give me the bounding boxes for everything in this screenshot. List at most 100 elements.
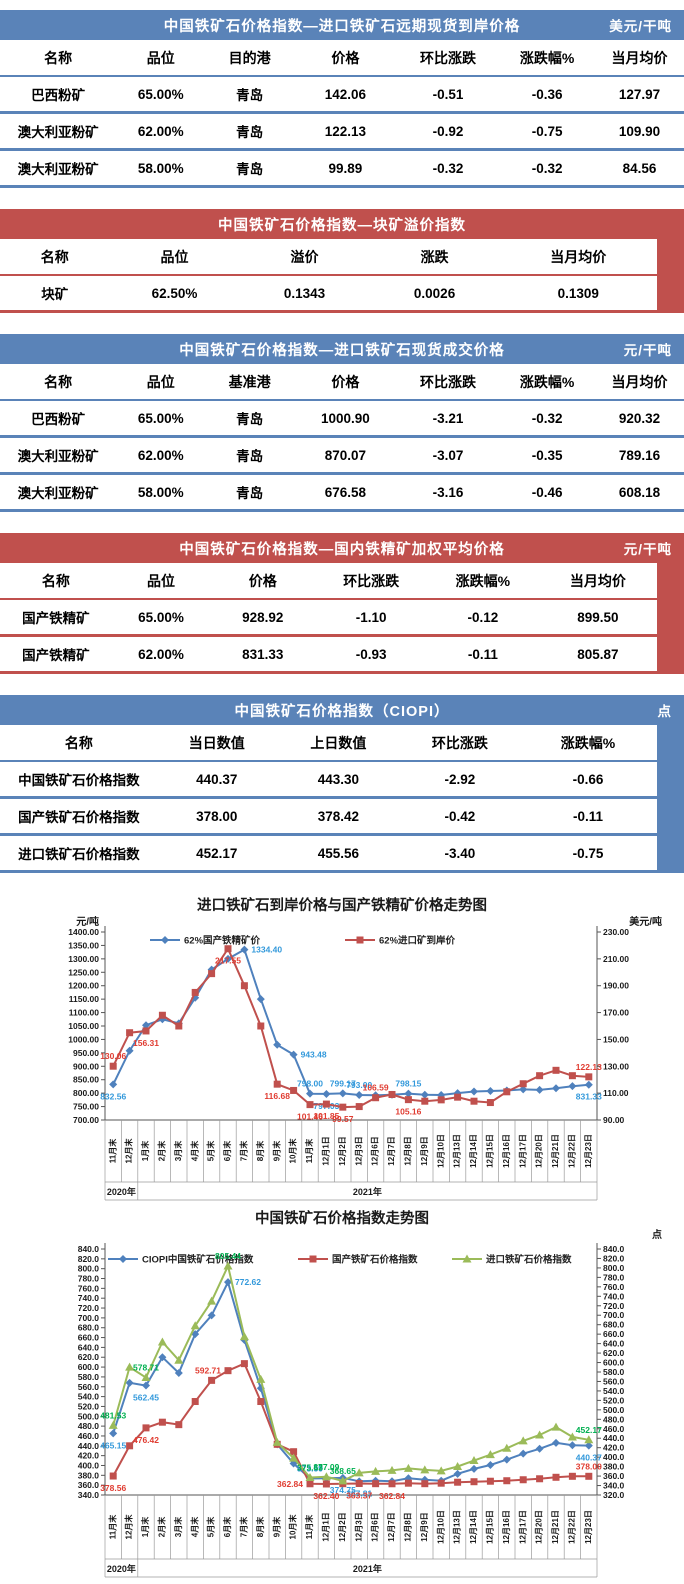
value-cell: -3.07 (432, 447, 464, 463)
header-row: 名称 当日数值 上日数值 环比涨跌 涨跌幅% (0, 725, 657, 761)
svg-text:400.0: 400.0 (603, 1452, 625, 1462)
svg-text:12月15日: 12月15日 (486, 1134, 495, 1168)
table-title: 中国铁矿石价格指数（CIOPI） (234, 703, 450, 720)
value-cell: 65.00% (138, 609, 184, 625)
svg-text:11月末: 11月末 (107, 1515, 117, 1539)
svg-text:460.0: 460.0 (603, 1424, 625, 1434)
svg-text:340.0: 340.0 (603, 1481, 625, 1491)
row-name-cell: 澳大利亚粉矿 (17, 162, 99, 177)
svg-text:3月末: 3月末 (173, 1517, 183, 1537)
data-label: 793.00 (346, 1080, 372, 1090)
value-cell: -0.51 (432, 86, 464, 102)
svg-text:12月23日: 12月23日 (584, 1510, 593, 1544)
svg-text:620.0: 620.0 (78, 1352, 100, 1362)
value-cell: 122.13 (324, 123, 367, 139)
svg-text:850.00: 850.00 (73, 1075, 99, 1085)
column-header: 目的港 (228, 50, 271, 66)
value-cell: 608.18 (618, 484, 661, 500)
value-cell: 65.00% (137, 86, 184, 102)
svg-text:12月7日: 12月7日 (387, 1136, 396, 1165)
svg-text:12月6日: 12月6日 (371, 1136, 380, 1165)
column-header: 溢价 (290, 249, 319, 265)
row-name-cell: 澳大利亚粉矿 (17, 125, 99, 140)
value-cell: -0.32 (531, 160, 563, 176)
price-table-2: 中国铁矿石价格指数—块矿溢价指数 名称 品位 溢价 涨跌 当月均价 块矿 62.50% 0.13… (0, 209, 684, 313)
column-header: 价格 (331, 374, 360, 390)
column-header: 涨跌幅% (519, 374, 575, 390)
value-cell: -0.46 (531, 484, 563, 500)
value-cell: -0.75 (531, 123, 563, 139)
svg-text:4月末: 4月末 (189, 1141, 199, 1161)
svg-text:800.0: 800.0 (78, 1264, 100, 1274)
table-title-bar: 中国铁矿石价格指数—块矿溢价指数 (0, 209, 684, 239)
value-cell: 831.33 (242, 646, 284, 662)
svg-text:12月9日: 12月9日 (420, 1512, 429, 1541)
svg-text:5月末: 5月末 (206, 1141, 216, 1161)
svg-text:1050.00: 1050.00 (68, 1021, 99, 1031)
column-header: 品位 (160, 249, 189, 265)
table-title-bar: 中国铁矿石价格指数—进口铁矿石远期现货到岸价格 美元/干吨 (0, 10, 684, 40)
row-name-cell: 澳大利亚粉矿 (17, 486, 99, 501)
data-label: 362.84 (379, 1491, 405, 1501)
table-row: 巴西粉矿 65.00% 青岛 142.06 -0.51 -0.36 127.97 (0, 76, 684, 113)
value-cell: 870.07 (324, 447, 367, 463)
table-title-bar: 中国铁矿石价格指数—进口铁矿石现货成交价格 元/干吨 (0, 334, 684, 364)
column-header: 品位 (146, 50, 175, 66)
row-name-cell: 中国铁矿石价格指数 (18, 773, 140, 788)
value-cell: 青岛 (236, 486, 264, 501)
data-label: 476.42 (133, 1435, 159, 1445)
table-unit-label: 美元/干吨 (609, 19, 672, 34)
table-row: 澳大利亚粉矿 58.00% 青岛 99.89 -0.32 -0.32 84.56 (0, 150, 684, 187)
svg-text:580.0: 580.0 (78, 1372, 100, 1382)
svg-text:340.0: 340.0 (78, 1490, 100, 1500)
svg-text:700.00: 700.00 (73, 1115, 99, 1125)
svg-text:12月9日: 12月9日 (420, 1136, 429, 1165)
svg-text:1100.00: 1100.00 (69, 1008, 100, 1018)
legend-label: 62%国产铁精矿价 (184, 935, 261, 947)
svg-text:640.0: 640.0 (603, 1339, 625, 1349)
svg-text:9月末: 9月末 (271, 1517, 281, 1537)
value-cell: 127.97 (618, 86, 661, 102)
data-label: 465.15 (100, 1440, 126, 1450)
price-table-3: 中国铁矿石价格指数—进口铁矿石现货成交价格 元/干吨 名称 品位 基准港 价格 环比涨跌 涨跌… (0, 334, 684, 512)
data-label: 101.46 (297, 1112, 323, 1122)
svg-text:1300.00: 1300.00 (68, 954, 99, 964)
svg-text:12月2日: 12月2日 (338, 1512, 347, 1541)
svg-text:7月末: 7月末 (239, 1517, 249, 1537)
data-label: 217.55 (215, 956, 241, 966)
svg-text:700.0: 700.0 (78, 1313, 100, 1323)
value-cell: 455.56 (317, 845, 359, 861)
svg-text:12月20日: 12月20日 (535, 1510, 544, 1544)
price-table-5: 中国铁矿石价格指数（CIOPI） 点名称 当日数值 上日数值 环比涨跌 涨跌幅% 中国铁矿石… (0, 695, 684, 873)
column-header: 品位 (146, 374, 175, 390)
table-edge-strip (657, 725, 684, 873)
value-cell: -0.92 (432, 123, 464, 139)
column-header: 名称 (44, 50, 73, 66)
value-cell: 789.16 (618, 447, 661, 463)
year-label: 2021年 (353, 1186, 382, 1197)
svg-text:12月15日: 12月15日 (486, 1510, 495, 1544)
svg-text:440.0: 440.0 (78, 1441, 100, 1451)
data-label: 130.06 (100, 1051, 126, 1061)
header-row: 名称 品位 目的港 价格 环比涨跌 涨跌幅% 当月均价 (0, 40, 684, 76)
data-label: 378.56 (100, 1483, 126, 1493)
value-cell: -0.12 (467, 609, 499, 625)
svg-text:2月末: 2月末 (157, 1517, 167, 1537)
header-row: 名称 品位 溢价 涨跌 当月均价 (0, 239, 657, 275)
value-cell: -0.66 (572, 771, 604, 787)
column-header: 当日数值 (188, 735, 245, 751)
svg-text:11月末: 11月末 (107, 1139, 117, 1163)
data-label: 592.71 (195, 1366, 221, 1376)
row-name-cell: 巴西粉矿 (31, 88, 86, 103)
table-title-bar: 中国铁矿石价格指数—国内铁精矿加权平均价格 元/干吨 (0, 533, 684, 563)
svg-text:12月22日: 12月22日 (568, 1510, 577, 1544)
table-row: 澳大利亚粉矿 62.00% 青岛 122.13 -0.92 -0.75 109.90 (0, 113, 684, 150)
svg-text:750.00: 750.00 (73, 1102, 99, 1112)
svg-text:440.0: 440.0 (603, 1433, 625, 1443)
svg-text:12月8日: 12月8日 (404, 1136, 413, 1165)
svg-text:620.0: 620.0 (603, 1348, 625, 1358)
value-cell: 142.06 (324, 86, 367, 102)
data-label: 106.59 (363, 1083, 389, 1093)
table-title: 中国铁矿石价格指数—进口铁矿石现货成交价格 (179, 342, 505, 359)
svg-text:720.0: 720.0 (78, 1303, 100, 1313)
